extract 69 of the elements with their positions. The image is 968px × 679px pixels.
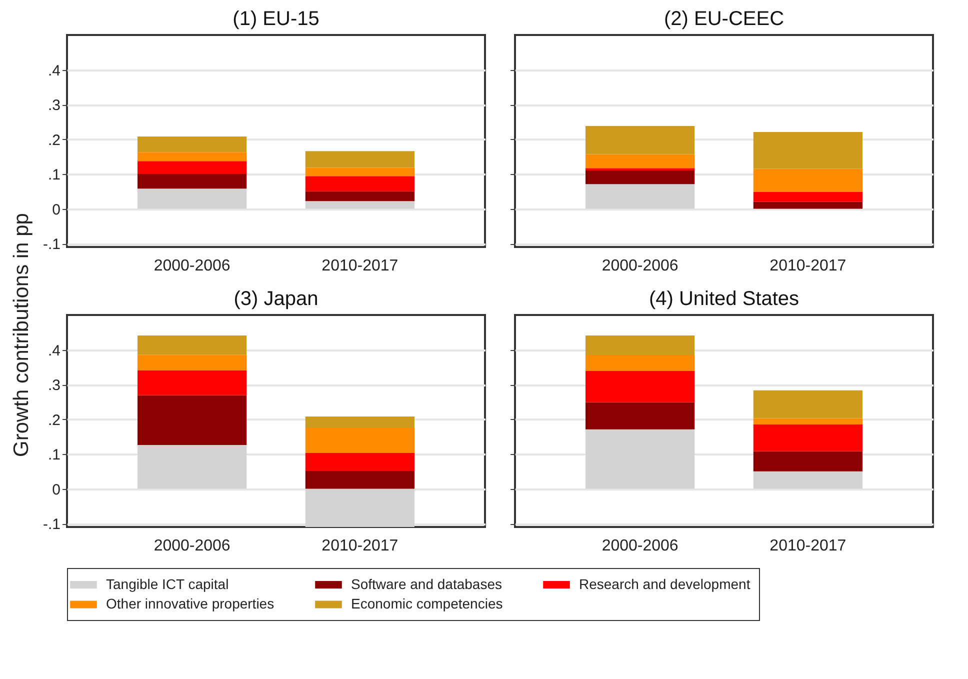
bar — [138, 395, 247, 445]
legend-label: Tangible ICT capital — [106, 576, 229, 592]
x-tick-label: 2010-2017 — [322, 258, 398, 274]
bar — [138, 370, 247, 396]
bar — [753, 451, 862, 472]
bar — [586, 354, 695, 371]
y-tick-label: -.1 — [42, 236, 60, 254]
bar — [305, 471, 414, 489]
bar — [753, 132, 862, 169]
x-tick-label: 2000-2006 — [602, 258, 678, 274]
legend-label: Economic competencies — [351, 596, 503, 612]
bar — [138, 336, 247, 355]
bar — [305, 416, 414, 428]
bar — [138, 354, 247, 370]
x-tick-label: 2000-2006 — [154, 258, 230, 274]
bar — [753, 424, 862, 452]
y-axis-title: Growth contributions in pp — [10, 213, 34, 457]
y-tick-label: .2 — [48, 412, 60, 429]
bar — [753, 390, 862, 418]
y-tick-label: .1 — [48, 166, 60, 184]
bar — [305, 176, 414, 192]
bar — [305, 201, 414, 209]
bar — [586, 168, 695, 171]
bar — [586, 126, 695, 154]
bar — [586, 184, 695, 209]
x-tick-label: 2010-2017 — [770, 258, 846, 274]
bar — [753, 418, 862, 424]
y-tick-label: .4 — [48, 62, 60, 80]
x-tick-label: 2000-2006 — [602, 538, 678, 554]
bar — [586, 336, 695, 355]
y-tick-label: .2 — [48, 132, 60, 149]
bar — [305, 488, 414, 527]
bar — [138, 188, 247, 209]
bar — [586, 429, 695, 489]
chart-title: (3) Japan — [234, 288, 318, 310]
chart-title: (2) EU-CEEC — [664, 8, 784, 30]
bar — [586, 154, 695, 168]
bar — [753, 471, 862, 489]
y-tick-label: -.1 — [42, 516, 60, 534]
bar — [586, 370, 695, 402]
bar — [305, 168, 414, 176]
y-tick-label: 0 — [52, 201, 60, 218]
chart-title: (4) United States — [648, 288, 800, 310]
bar — [305, 191, 414, 202]
chart-title: (1) EU-15 — [232, 8, 320, 30]
y-tick-label: 0 — [52, 481, 60, 498]
bar — [305, 452, 414, 472]
legend-label: Research and development — [579, 576, 750, 592]
bar — [138, 444, 247, 489]
bar — [586, 402, 695, 430]
bar — [586, 170, 695, 184]
y-tick-label: .3 — [48, 377, 60, 394]
legend-label: Software and databases — [351, 576, 502, 592]
x-tick-label: 2010-2017 — [770, 538, 846, 554]
bar — [753, 192, 862, 202]
legend-label: Other innovative properties — [106, 596, 274, 612]
x-tick-label: 2000-2006 — [154, 538, 230, 554]
y-tick-label: .4 — [48, 342, 60, 360]
bar — [138, 174, 247, 189]
y-tick-label: .3 — [48, 97, 60, 114]
bar — [753, 202, 862, 209]
bar — [305, 151, 414, 168]
y-tick-label: .1 — [48, 446, 60, 464]
bar — [305, 428, 414, 453]
x-tick-label: 2010-2017 — [322, 538, 398, 554]
bar — [138, 152, 247, 162]
bar — [753, 168, 862, 192]
bar — [138, 161, 247, 174]
bar — [138, 136, 247, 152]
